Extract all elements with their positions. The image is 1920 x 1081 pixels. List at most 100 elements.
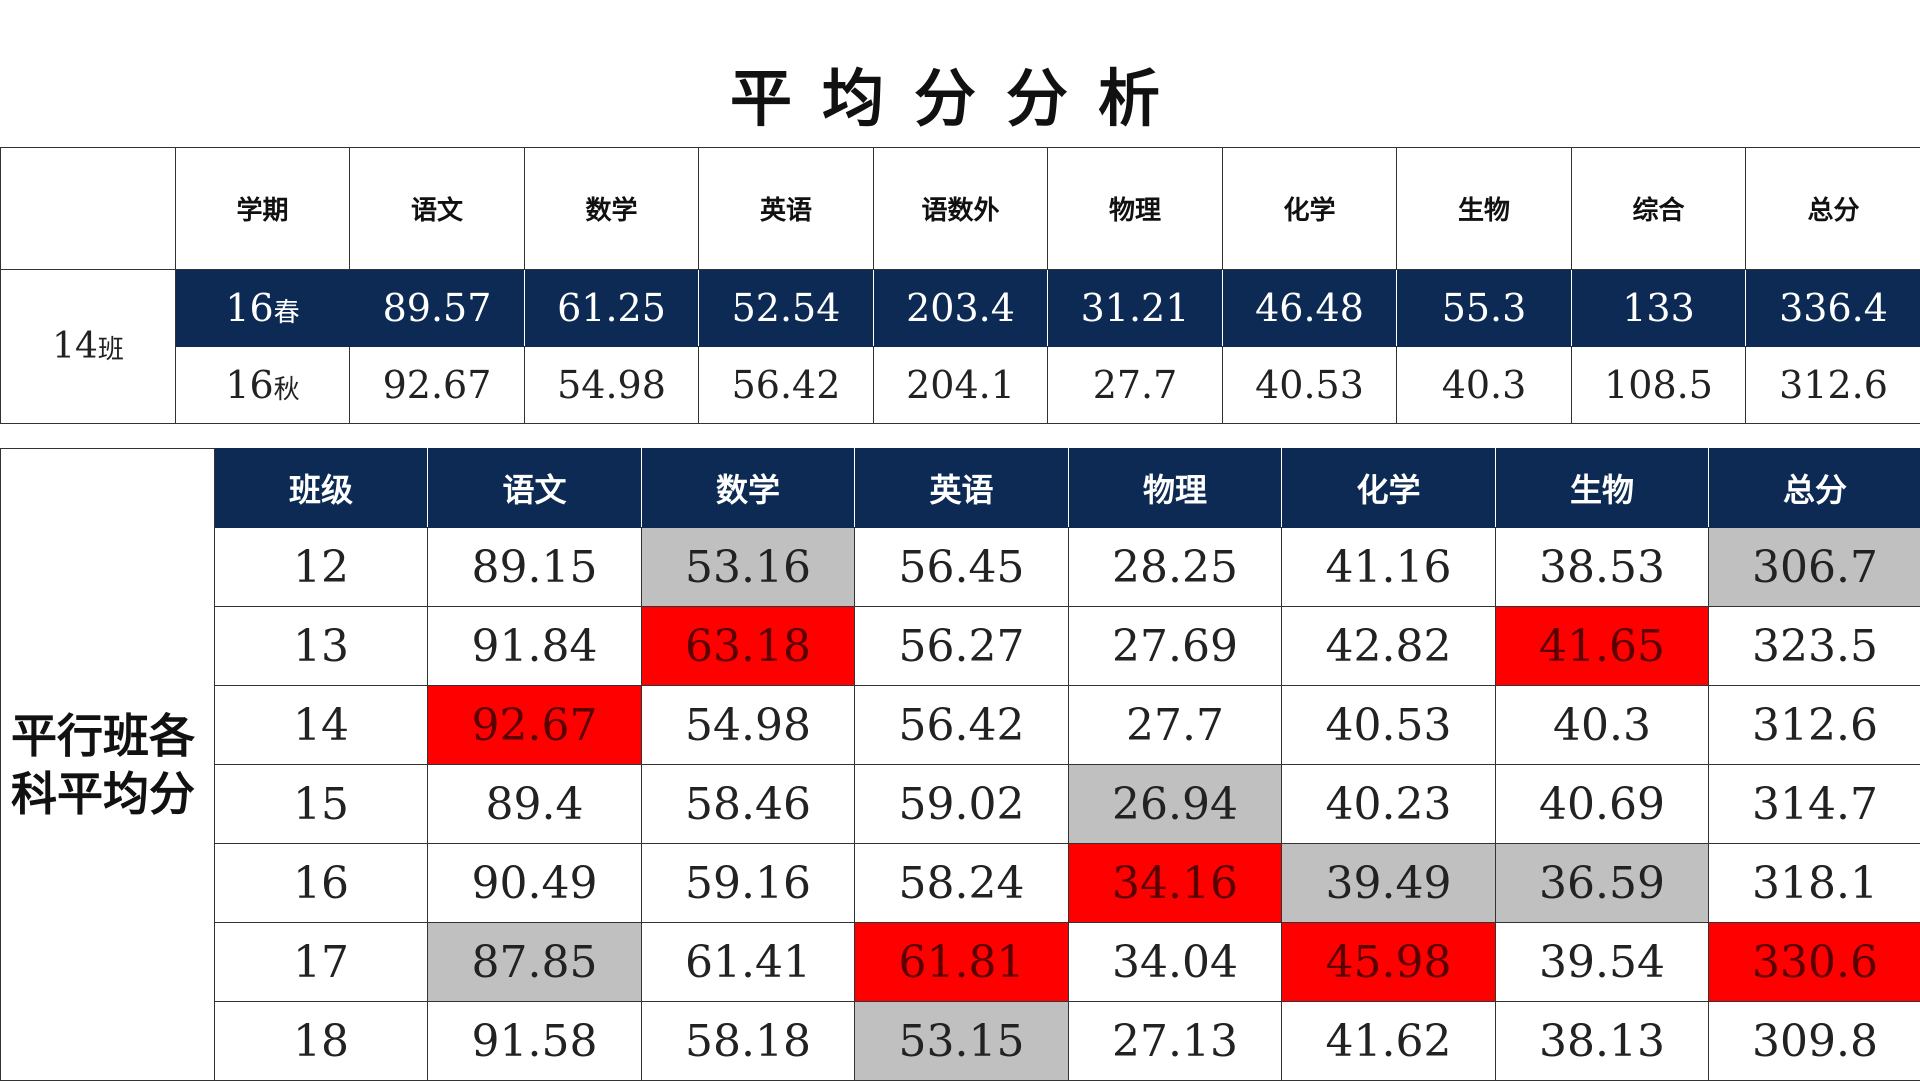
table1-header-cell: 化学 <box>1223 148 1397 270</box>
table1-header-cell: 数学 <box>525 148 699 270</box>
value-cell: 52.54 <box>699 270 874 347</box>
table2-header-cell: 语文 <box>428 449 642 528</box>
term-season: 秋 <box>274 375 300 405</box>
value-cell: 40.53 <box>1282 686 1496 765</box>
term-number: 16 <box>225 363 273 407</box>
class-suffix: 班 <box>98 335 124 365</box>
table1-corner-cell <box>1 148 176 270</box>
value-cell: 38.13 <box>1496 1002 1709 1081</box>
table-row: 14班 16春 89.57 61.25 52.54 203.4 31.21 46… <box>1 270 1920 347</box>
value-cell: 40.53 <box>1223 347 1397 424</box>
table1-header-cell: 总分 <box>1746 148 1920 270</box>
value-cell: 56.42 <box>699 347 874 424</box>
value-cell: 41.65 <box>1496 607 1709 686</box>
value-cell: 61.25 <box>525 270 699 347</box>
value-cell: 46.48 <box>1223 270 1397 347</box>
term-average-table: 学期 语文 数学 英语 语数外 物理 化学 生物 综合 总分 14班 16春 8… <box>0 147 1920 424</box>
value-cell: 312.6 <box>1709 686 1920 765</box>
value-cell: 28.25 <box>1069 528 1282 607</box>
table2-header-cell: 总分 <box>1709 449 1920 528</box>
term-number: 16 <box>225 286 273 330</box>
table1-header-cell: 学期 <box>176 148 350 270</box>
side-label-line: 科平均分 <box>11 765 214 823</box>
value-cell: 56.45 <box>855 528 1069 607</box>
value-cell: 203.4 <box>874 270 1048 347</box>
value-cell: 204.1 <box>874 347 1048 424</box>
value-cell: 58.18 <box>642 1002 855 1081</box>
class-number-cell: 17 <box>215 923 428 1002</box>
value-cell: 56.27 <box>855 607 1069 686</box>
value-cell: 40.23 <box>1282 765 1496 844</box>
value-cell: 89.15 <box>428 528 642 607</box>
value-cell: 38.53 <box>1496 528 1709 607</box>
value-cell: 58.46 <box>642 765 855 844</box>
value-cell: 323.5 <box>1709 607 1920 686</box>
value-cell: 27.7 <box>1069 686 1282 765</box>
value-cell: 108.5 <box>1572 347 1746 424</box>
class-number-cell: 16 <box>215 844 428 923</box>
value-cell: 34.04 <box>1069 923 1282 1002</box>
table2-header-cell: 生物 <box>1496 449 1709 528</box>
value-cell: 89.57 <box>350 270 525 347</box>
table1-header-cell: 语数外 <box>874 148 1048 270</box>
value-cell: 39.54 <box>1496 923 1709 1002</box>
table2-header-cell: 英语 <box>855 449 1069 528</box>
table1-header-cell: 语文 <box>350 148 525 270</box>
value-cell: 87.85 <box>428 923 642 1002</box>
table1-header-cell: 物理 <box>1048 148 1223 270</box>
value-cell: 318.1 <box>1709 844 1920 923</box>
value-cell: 133 <box>1572 270 1746 347</box>
term-cell: 16秋 <box>176 347 350 424</box>
value-cell: 306.7 <box>1709 528 1920 607</box>
value-cell: 41.16 <box>1282 528 1496 607</box>
value-cell: 63.18 <box>642 607 855 686</box>
value-cell: 59.16 <box>642 844 855 923</box>
term-season: 春 <box>274 298 300 328</box>
value-cell: 54.98 <box>525 347 699 424</box>
value-cell: 90.49 <box>428 844 642 923</box>
table2-header-cell: 数学 <box>642 449 855 528</box>
value-cell: 53.15 <box>855 1002 1069 1081</box>
table2-header-row: 平行班各科平均分班级语文数学英语物理化学生物总分 <box>1 449 1920 528</box>
value-cell: 56.42 <box>855 686 1069 765</box>
page-title: 平均分分析 <box>0 48 1920 138</box>
value-cell: 27.13 <box>1069 1002 1282 1081</box>
value-cell: 45.98 <box>1282 923 1496 1002</box>
value-cell: 61.41 <box>642 923 855 1002</box>
table2-header-cell: 化学 <box>1282 449 1496 528</box>
table2-header-cell: 班级 <box>215 449 428 528</box>
value-cell: 55.3 <box>1397 270 1572 347</box>
value-cell: 36.59 <box>1496 844 1709 923</box>
value-cell: 91.58 <box>428 1002 642 1081</box>
value-cell: 27.69 <box>1069 607 1282 686</box>
value-cell: 59.02 <box>855 765 1069 844</box>
class-number-cell: 14 <box>215 686 428 765</box>
table1-header-row: 学期 语文 数学 英语 语数外 物理 化学 生物 综合 总分 <box>1 148 1920 270</box>
value-cell: 26.94 <box>1069 765 1282 844</box>
value-cell: 40.3 <box>1496 686 1709 765</box>
value-cell: 92.67 <box>350 347 525 424</box>
term-cell: 16春 <box>176 270 350 347</box>
value-cell: 31.21 <box>1048 270 1223 347</box>
value-cell: 61.81 <box>855 923 1069 1002</box>
value-cell: 40.69 <box>1496 765 1709 844</box>
class-number-cell: 12 <box>215 528 428 607</box>
value-cell: 42.82 <box>1282 607 1496 686</box>
side-label-cell: 平行班各科平均分 <box>1 449 215 1081</box>
class-number-cell: 13 <box>215 607 428 686</box>
side-label-line: 平行班各 <box>11 707 214 765</box>
value-cell: 91.84 <box>428 607 642 686</box>
value-cell: 54.98 <box>642 686 855 765</box>
value-cell: 27.7 <box>1048 347 1223 424</box>
class-number-cell: 15 <box>215 765 428 844</box>
table1-header-cell: 英语 <box>699 148 874 270</box>
value-cell: 330.6 <box>1709 923 1920 1002</box>
